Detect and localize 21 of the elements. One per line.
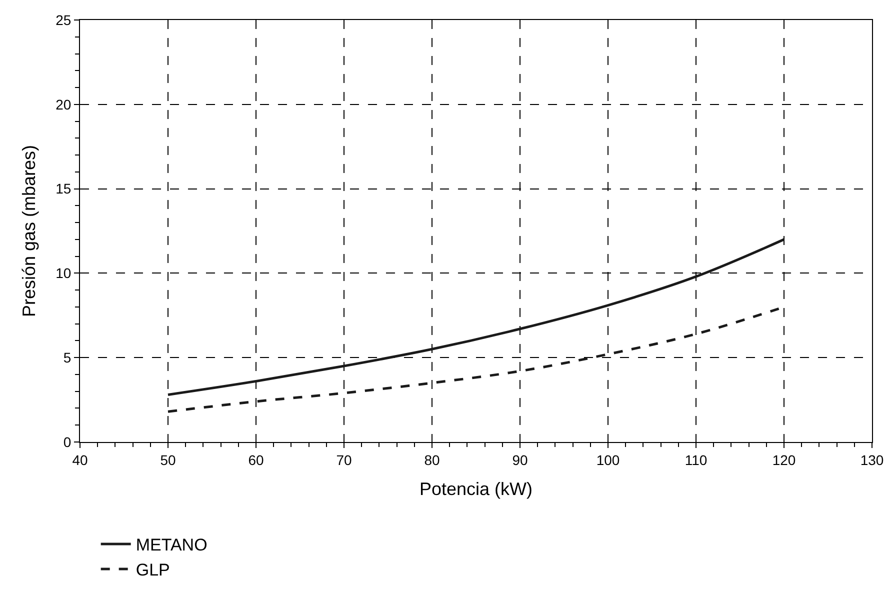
x-tick-label: 80 (424, 452, 440, 468)
y-tick-label: 25 (56, 12, 72, 28)
x-tick-label: 110 (684, 452, 708, 468)
legend-label: METANO (136, 536, 208, 555)
x-tick-label: 120 (772, 452, 796, 468)
y-axis-title: Presión gas (mbares) (18, 144, 39, 318)
x-tick-label: 100 (596, 452, 620, 468)
legend-label: GLP (136, 560, 170, 580)
x-tick-label: 40 (72, 452, 88, 468)
line-series (166, 238, 786, 396)
y-tick-label: 20 (56, 96, 72, 112)
x-tick-label: 60 (248, 452, 264, 468)
x-tick-label: 90 (512, 452, 528, 468)
x-tick-label: 50 (160, 452, 176, 468)
y-tick-label: 0 (63, 434, 72, 450)
y-tick-label: 5 (63, 350, 72, 366)
x-axis-title: Potencia (kW) (419, 478, 533, 499)
x-tick-label: 70 (336, 452, 352, 468)
y-tick-label: 15 (56, 180, 72, 197)
x-tick-label: 130 (860, 452, 884, 468)
y-tick-label: 10 (56, 265, 72, 282)
